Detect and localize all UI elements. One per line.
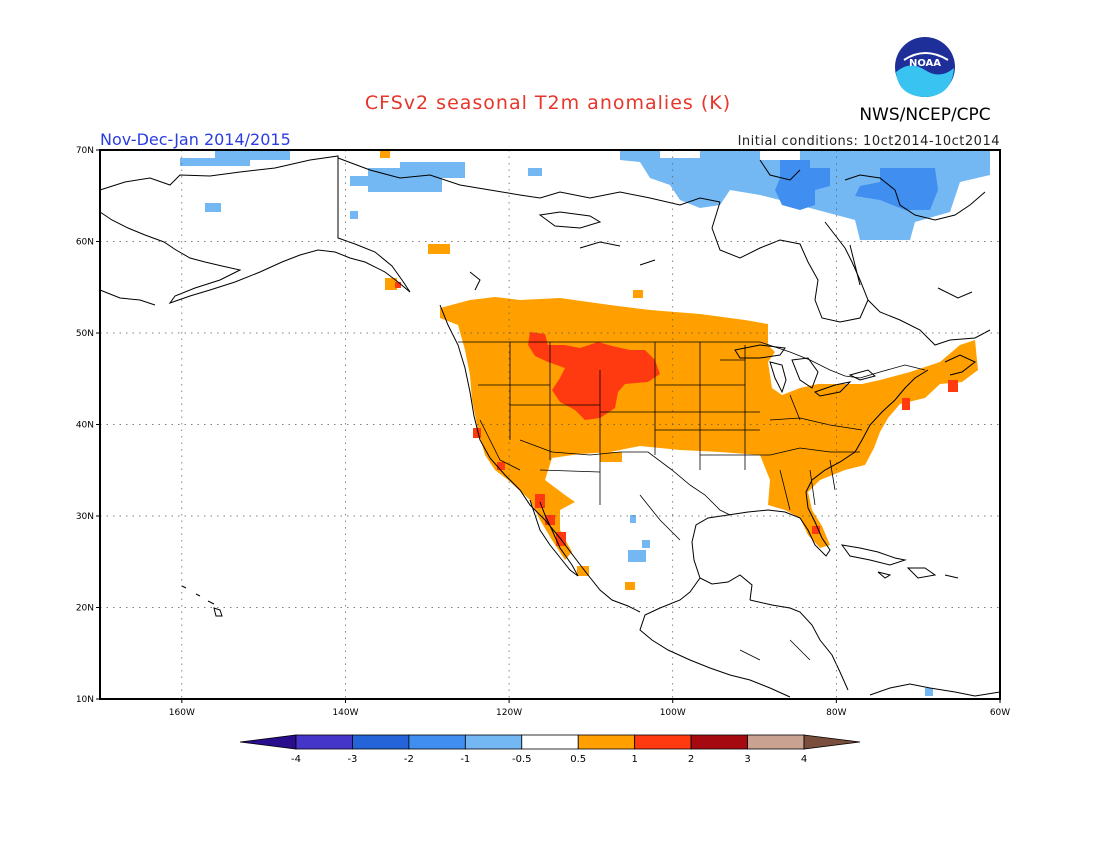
warm-anomaly-patch [633,290,643,298]
colorbar-low-extension [239,734,297,750]
lat-tick-label: 70N [76,146,94,156]
cold-anomaly-patch [630,515,636,523]
warm-anomaly-patch [577,566,589,576]
cold-anomaly-patch [350,211,358,219]
political-borders [458,341,926,661]
latitude-axis: 70N 60N 50N 40N 30N 20N 10N [76,146,100,705]
colorbar-tick-label: 0.5 [570,754,586,765]
great-lakes [734,344,877,397]
strong-warm-anomaly-patch [812,526,820,534]
map-title: CFSv2 seasonal T2m anomalies (K) [365,92,731,114]
cold-anomaly-patch [628,550,646,562]
strong-warm-anomaly-patch [497,462,505,470]
colorbar-swatch [295,734,353,750]
map-panel: 160W 140W 120W 100W 80W 60W 70N 60N 50N 40N 30N 20… [76,146,1010,718]
lon-tick-label: 160W [169,708,195,718]
warm-anomaly-patch [625,582,635,590]
colorbar-high-extension [803,734,861,750]
graticule [100,150,1000,699]
lon-tick-label: 140W [332,708,358,718]
warm-anomaly-patch [428,244,450,254]
colorbar-swatch [690,734,748,750]
lat-tick-label: 50N [76,329,94,339]
colorbar-swatch [408,734,466,750]
cold-anomaly-patch [642,540,650,548]
strong-warm-anomaly-patch [473,428,481,438]
longitude-axis: 160W 140W 120W 100W 80W 60W [169,699,1010,718]
colorbar-tick-label: -0.5 [512,754,532,765]
colorbar-tick-label: -4 [291,754,301,765]
lat-tick-label: 10N [76,695,94,705]
strong-warm-anomaly-region [528,332,660,420]
strong-warm-anomaly-patch [545,515,555,525]
colorbar: -4 -3 -2 -1 -0.5 0.5 1 2 3 4 [239,734,861,765]
colorbar-tick-label: -2 [404,754,414,765]
lon-tick-label: 100W [660,708,686,718]
colorbar-swatch [577,734,636,750]
season-label: Nov-Dec-Jan 2014/2015 [100,130,291,149]
colorbar-tick-label: 3 [744,754,750,765]
lon-tick-label: 80W [826,708,846,718]
noaa-logo: NOAA [895,37,955,97]
strong-warm-anomaly-patch [395,282,401,288]
lat-tick-label: 40N [76,421,94,431]
warm-anomaly-patch [385,278,397,290]
warm-anomaly-patch [380,150,390,158]
agency-label: NWS/NCEP/CPC [859,105,990,125]
colorbar-swatch [352,734,410,750]
lon-tick-label: 120W [496,708,522,718]
colorbar-tick-label: 4 [801,754,807,765]
coastlines [99,155,1001,698]
colorbar-tick-label: 1 [631,754,637,765]
anomaly-shading [180,150,990,696]
cold-anomaly-region [180,150,290,166]
cold-anomaly-patch [528,168,542,176]
colorbar-swatch [521,734,579,750]
colorbar-swatch [464,734,523,750]
strong-cold-anomaly-region [855,168,938,210]
cold-anomaly-patch [205,203,221,212]
strong-warm-anomaly-patch [902,398,910,410]
lat-tick-label: 20N [76,604,94,614]
cold-anomaly-patch [925,688,933,696]
colorbar-tick-label: -1 [460,754,470,765]
lat-tick-label: 30N [76,512,94,522]
strong-warm-anomaly-patch [535,494,545,508]
lon-tick-label: 60W [990,708,1010,718]
initial-conditions-label: Initial conditions: 10ct2014-10ct2014 [738,134,1000,149]
colorbar-swatch [747,734,805,750]
colorbar-tick-label: -3 [347,754,357,765]
lat-tick-label: 60N [76,238,94,248]
strong-cold-anomaly-region [775,160,830,210]
colorbar-swatch [634,734,692,750]
strong-warm-anomaly-patch [948,380,958,392]
colorbar-tick-label: 2 [688,754,694,765]
noaa-logo-text: NOAA [909,58,941,69]
warm-anomaly-patch [600,452,622,462]
